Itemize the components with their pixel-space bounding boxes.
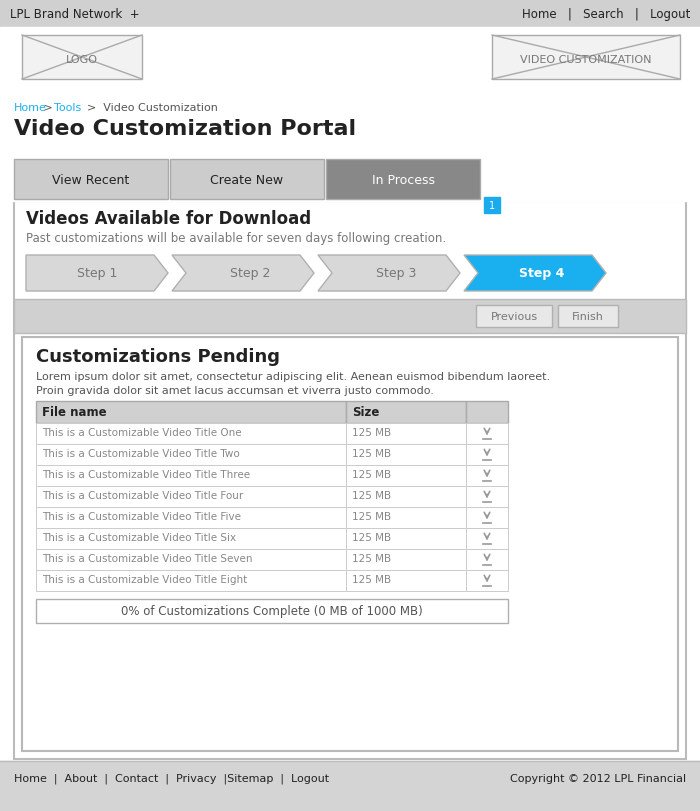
Text: This is a Customizable Video Title Seven: This is a Customizable Video Title Seven [42,553,253,564]
Text: LOGO: LOGO [66,55,98,65]
Bar [476,306,552,328]
Text: VIDEO CUSTOMIZATION: VIDEO CUSTOMIZATION [520,55,652,65]
Text: 125 MB: 125 MB [352,574,391,584]
Bar [346,549,466,570]
Text: This is a Customizable Video Title Two: This is a Customizable Video Title Two [42,448,239,458]
Bar [36,528,346,549]
Bar [36,466,346,487]
Text: 125 MB: 125 MB [352,512,391,521]
Bar [466,508,508,528]
Text: 125 MB: 125 MB [352,470,391,479]
Text: Step 3: Step 3 [376,267,416,280]
Bar [0,0,700,28]
Text: Home   |   Search   |   Logout: Home | Search | Logout [522,8,690,21]
Bar [346,401,466,423]
Bar [170,160,324,200]
Bar [0,761,700,811]
Bar [36,570,346,591]
Bar [36,508,346,528]
Bar [0,28,700,100]
Bar [14,202,686,759]
Text: Customizations Pending: Customizations Pending [36,348,280,366]
Bar [346,423,466,444]
Text: 0% of Customizations Complete (0 MB of 1000 MB): 0% of Customizations Complete (0 MB of 1… [121,604,423,617]
Text: This is a Customizable Video Title Eight: This is a Customizable Video Title Eight [42,574,247,584]
Text: Step 1: Step 1 [77,267,117,280]
Polygon shape [318,255,460,292]
Bar [0,100,700,118]
Bar [36,444,346,466]
Text: Finish: Finish [572,311,604,322]
Bar [466,549,508,570]
Bar [466,466,508,487]
Bar [466,444,508,466]
Bar [466,423,508,444]
Text: Home  |  About  |  Contact  |  Privacy  |Sitemap  |  Logout: Home | About | Contact | Privacy |Sitema… [14,773,329,783]
Text: This is a Customizable Video Title Five: This is a Customizable Video Title Five [42,512,241,521]
Text: Copyright © 2012 LPL Financial: Copyright © 2012 LPL Financial [510,773,686,783]
Text: 1: 1 [489,201,495,211]
Text: Past customizations will be available for seven days following creation.: Past customizations will be available fo… [26,232,446,245]
Text: This is a Customizable Video Title One: This is a Customizable Video Title One [42,427,241,437]
Bar [14,299,686,333]
Polygon shape [464,255,606,292]
Bar [346,570,466,591]
Bar [466,570,508,591]
Bar [466,528,508,549]
Text: 125 MB: 125 MB [352,491,391,500]
Text: Tools: Tools [54,103,81,113]
Text: >  Video Customization: > Video Customization [80,103,218,113]
Bar [14,160,168,200]
Text: Previous: Previous [491,311,538,322]
Text: Videos Available for Download: Videos Available for Download [26,210,311,228]
Bar [346,487,466,508]
Text: Size: Size [352,406,379,418]
Text: Video Customization Portal: Video Customization Portal [14,119,356,139]
Bar [484,198,500,214]
Text: LPL Brand Network  +: LPL Brand Network + [10,8,139,21]
Bar [0,118,700,158]
Polygon shape [26,255,168,292]
Text: Proin gravida dolor sit amet lacus accumsan et viverra justo commodo.: Proin gravida dolor sit amet lacus accum… [36,385,434,396]
Text: 125 MB: 125 MB [352,553,391,564]
Bar [22,337,678,751]
Bar [466,401,508,423]
Polygon shape [172,255,314,292]
Text: This is a Customizable Video Title Three: This is a Customizable Video Title Three [42,470,250,479]
Bar [36,423,346,444]
Text: View Recent: View Recent [52,174,130,187]
Text: Step 2: Step 2 [230,267,270,280]
Text: This is a Customizable Video Title Six: This is a Customizable Video Title Six [42,532,236,543]
Bar [346,444,466,466]
Bar [492,36,680,80]
Bar [0,158,700,202]
Text: 125 MB: 125 MB [352,532,391,543]
Text: Create New: Create New [211,174,284,187]
Text: 125 MB: 125 MB [352,448,391,458]
Bar [558,306,618,328]
Text: This is a Customizable Video Title Four: This is a Customizable Video Title Four [42,491,244,500]
Text: Home: Home [14,103,47,113]
Bar [466,487,508,508]
Bar [346,466,466,487]
Text: 125 MB: 125 MB [352,427,391,437]
Bar [326,160,480,200]
Bar [36,401,346,423]
Bar [22,36,142,80]
Bar [36,599,508,623]
Text: Lorem ipsum dolor sit amet, consectetur adipiscing elit. Aenean euismod bibendum: Lorem ipsum dolor sit amet, consectetur … [36,371,550,381]
Bar [346,528,466,549]
Bar [36,487,346,508]
Text: Step 4: Step 4 [519,267,565,280]
Bar [36,549,346,570]
Text: >: > [40,103,60,113]
Bar [346,508,466,528]
Text: In Process: In Process [372,174,435,187]
Text: File name: File name [42,406,106,418]
